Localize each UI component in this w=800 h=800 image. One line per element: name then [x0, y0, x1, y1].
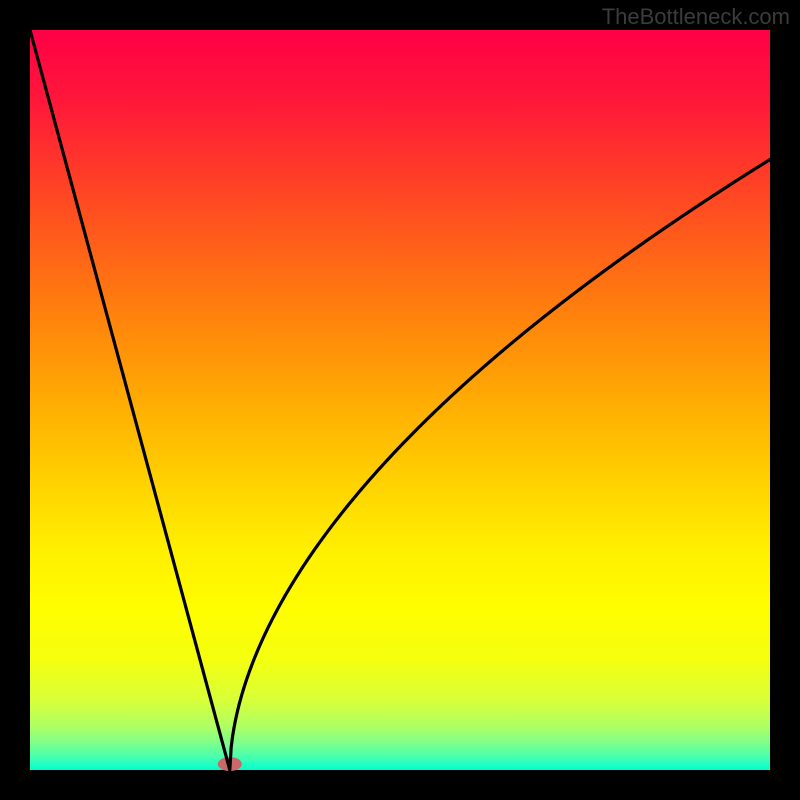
chart-container: TheBottleneck.com: [0, 0, 800, 800]
watermark-text: TheBottleneck.com: [602, 4, 790, 30]
bottleneck-chart: [0, 0, 800, 800]
chart-background: [30, 30, 770, 770]
